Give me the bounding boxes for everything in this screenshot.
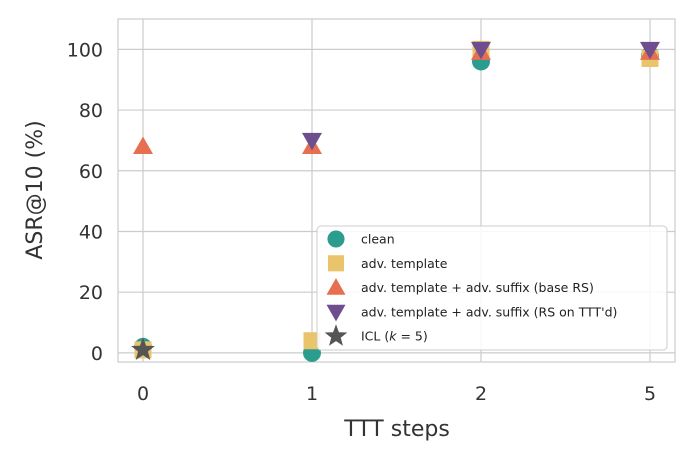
triangle-down-point bbox=[302, 132, 322, 151]
star-point bbox=[131, 337, 155, 360]
legend: clean adv. template adv. template + adv. s… bbox=[316, 225, 668, 351]
triangle-down-point bbox=[640, 41, 660, 60]
x-tick-label: 1 bbox=[306, 383, 318, 405]
legend-label: clean bbox=[361, 232, 395, 247]
legend-marker-star bbox=[324, 324, 348, 346]
x-tick-label: 5 bbox=[644, 383, 656, 405]
legend-label: adv. template + adv. suffix (base RS) bbox=[361, 280, 594, 295]
series-triangle-down bbox=[302, 41, 660, 151]
legend-marker-square bbox=[327, 255, 345, 272]
legend-marker-triangle-down bbox=[326, 304, 346, 322]
y-tick-label: 40 bbox=[79, 221, 103, 243]
legend-box bbox=[316, 225, 668, 351]
y-tick-label: 20 bbox=[79, 282, 103, 304]
y-axis-label: ASR@10 (%) bbox=[23, 120, 48, 259]
legend-label: ICL (k = 5) bbox=[361, 329, 428, 344]
x-tick-label: 2 bbox=[475, 383, 487, 405]
legend-marker-triangle-up bbox=[326, 278, 346, 295]
axis-ticks: 0 1 2 5 0 20 40 60 80 100 bbox=[67, 39, 656, 405]
data-points bbox=[131, 40, 660, 362]
x-tick-label: 0 bbox=[137, 383, 149, 405]
y-tick-label: 0 bbox=[91, 343, 103, 365]
triangle-down-point bbox=[471, 41, 491, 60]
y-tick-label: 100 bbox=[67, 39, 103, 61]
square-point bbox=[303, 332, 321, 350]
y-tick-label: 80 bbox=[79, 100, 103, 122]
triangle-up-point bbox=[133, 136, 153, 154]
legend-label: adv. template + adv. suffix (RS on TTT'd… bbox=[361, 304, 617, 319]
series-star bbox=[131, 337, 155, 360]
legend-marker-circle bbox=[327, 230, 345, 248]
x-axis-label: TTT steps bbox=[343, 417, 450, 442]
legend-label: adv. template bbox=[361, 256, 448, 271]
y-tick-label: 60 bbox=[79, 161, 103, 183]
